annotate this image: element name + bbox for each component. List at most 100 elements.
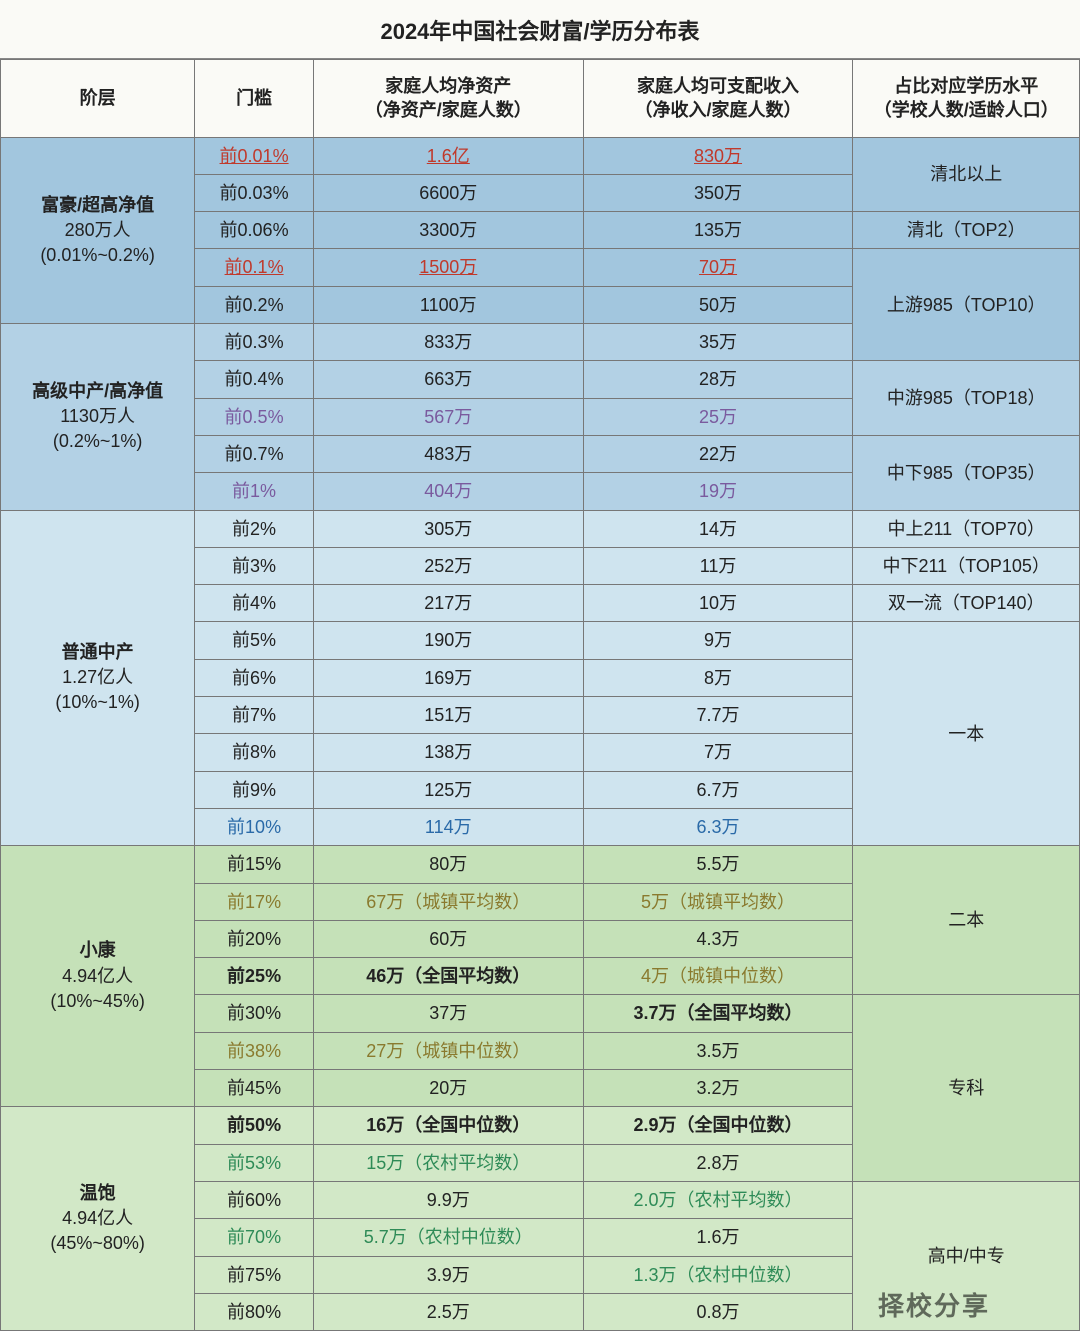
threshold-cell: 前75% — [195, 1256, 314, 1293]
assets-cell: 483万 — [313, 435, 583, 472]
income-cell: 35万 — [583, 324, 853, 361]
tier-cell: 普通中产1.27亿人(10%~1%) — [1, 510, 195, 846]
threshold-cell: 前53% — [195, 1144, 314, 1181]
income-cell: 1.3万（农村中位数） — [583, 1256, 853, 1293]
assets-cell: 404万 — [313, 473, 583, 510]
col-tier: 阶层 — [1, 60, 195, 138]
tier-cell: 温饱4.94亿人(45%~80%) — [1, 1107, 195, 1331]
income-cell: 5.5万 — [583, 846, 853, 883]
assets-cell: 833万 — [313, 324, 583, 361]
income-cell: 70万 — [583, 249, 853, 286]
threshold-cell: 前45% — [195, 1070, 314, 1107]
income-cell: 4.3万 — [583, 920, 853, 957]
col-assets: 家庭人均净资产 （净资产/家庭人数） — [313, 60, 583, 138]
assets-cell: 151万 — [313, 697, 583, 734]
assets-cell: 67万（城镇平均数） — [313, 883, 583, 920]
income-cell: 6.3万 — [583, 808, 853, 845]
threshold-cell: 前0.06% — [195, 212, 314, 249]
threshold-cell: 前15% — [195, 846, 314, 883]
tier-cell: 富豪/超高净值280万人(0.01%~0.2%) — [1, 137, 195, 323]
assets-cell: 663万 — [313, 361, 583, 398]
edu-cell: 一本 — [853, 622, 1080, 846]
assets-cell: 60万 — [313, 920, 583, 957]
threshold-cell: 前70% — [195, 1219, 314, 1256]
threshold-cell: 前0.1% — [195, 249, 314, 286]
assets-cell: 27万（城镇中位数） — [313, 1032, 583, 1069]
threshold-cell: 前6% — [195, 659, 314, 696]
assets-cell: 9.9万 — [313, 1181, 583, 1218]
table-body: 富豪/超高净值280万人(0.01%~0.2%)前0.01%1.6亿830万清北… — [1, 137, 1080, 1331]
income-cell: 28万 — [583, 361, 853, 398]
tier-name: 温饱 — [5, 1181, 190, 1206]
assets-cell: 80万 — [313, 846, 583, 883]
threshold-cell: 前8% — [195, 734, 314, 771]
tier-pop: 1.27亿人 — [5, 665, 190, 690]
threshold-cell: 前80% — [195, 1293, 314, 1330]
tier-pop: 4.94亿人 — [5, 1206, 190, 1231]
assets-cell: 46万（全国平均数） — [313, 958, 583, 995]
threshold-cell: 前1% — [195, 473, 314, 510]
col-income: 家庭人均可支配收入 （净收入/家庭人数） — [583, 60, 853, 138]
threshold-cell: 前0.3% — [195, 324, 314, 361]
edu-cell: 中下211（TOP105） — [853, 547, 1080, 584]
assets-cell: 217万 — [313, 585, 583, 622]
edu-cell: 专科 — [853, 995, 1080, 1181]
threshold-cell: 前2% — [195, 510, 314, 547]
income-cell: 22万 — [583, 435, 853, 472]
income-cell: 4万（城镇中位数） — [583, 958, 853, 995]
assets-cell: 15万（农村平均数） — [313, 1144, 583, 1181]
edu-cell: 中上211（TOP70） — [853, 510, 1080, 547]
threshold-cell: 前0.01% — [195, 137, 314, 174]
income-cell: 0.8万 — [583, 1293, 853, 1330]
assets-cell: 2.5万 — [313, 1293, 583, 1330]
table-row: 小康4.94亿人(10%~45%)前15%80万5.5万二本 — [1, 846, 1080, 883]
assets-cell: 169万 — [313, 659, 583, 696]
threshold-cell: 前0.2% — [195, 286, 314, 323]
edu-cell: 中游985（TOP18） — [853, 361, 1080, 436]
income-cell: 2.8万 — [583, 1144, 853, 1181]
threshold-cell: 前0.4% — [195, 361, 314, 398]
income-cell: 3.5万 — [583, 1032, 853, 1069]
header-row: 阶层 门槛 家庭人均净资产 （净资产/家庭人数） 家庭人均可支配收入 （净收入/… — [1, 60, 1080, 138]
assets-cell: 16万（全国中位数） — [313, 1107, 583, 1144]
assets-cell: 305万 — [313, 510, 583, 547]
assets-cell: 6600万 — [313, 174, 583, 211]
threshold-cell: 前10% — [195, 808, 314, 845]
income-cell: 6.7万 — [583, 771, 853, 808]
income-cell: 3.2万 — [583, 1070, 853, 1107]
threshold-cell: 前9% — [195, 771, 314, 808]
table-row: 富豪/超高净值280万人(0.01%~0.2%)前0.01%1.6亿830万清北… — [1, 137, 1080, 174]
threshold-cell: 前20% — [195, 920, 314, 957]
assets-cell: 114万 — [313, 808, 583, 845]
income-cell: 19万 — [583, 473, 853, 510]
income-cell: 10万 — [583, 585, 853, 622]
income-cell: 5万（城镇平均数） — [583, 883, 853, 920]
tier-pct: (0.01%~0.2%) — [5, 243, 190, 268]
threshold-cell: 前7% — [195, 697, 314, 734]
tier-cell: 高级中产/高净值1130万人(0.2%~1%) — [1, 324, 195, 510]
income-cell: 7万 — [583, 734, 853, 771]
edu-cell: 清北以上 — [853, 137, 1080, 212]
threshold-cell: 前4% — [195, 585, 314, 622]
income-cell: 350万 — [583, 174, 853, 211]
income-cell: 2.9万（全国中位数） — [583, 1107, 853, 1144]
page-title: 2024年中国社会财富/学历分布表 — [0, 0, 1080, 59]
threshold-cell: 前0.7% — [195, 435, 314, 472]
edu-cell: 高中/中专 — [853, 1181, 1080, 1330]
assets-cell: 1.6亿 — [313, 137, 583, 174]
income-cell: 8万 — [583, 659, 853, 696]
threshold-cell: 前60% — [195, 1181, 314, 1218]
threshold-cell: 前50% — [195, 1107, 314, 1144]
assets-cell: 5.7万（农村中位数） — [313, 1219, 583, 1256]
table-container: 2024年中国社会财富/学历分布表 阶层 门槛 家庭人均净资产 （净资产/家庭人… — [0, 0, 1080, 1331]
table-row: 普通中产1.27亿人(10%~1%)前2%305万14万中上211（TOP70） — [1, 510, 1080, 547]
tier-name: 高级中产/高净值 — [5, 379, 190, 404]
threshold-cell: 前38% — [195, 1032, 314, 1069]
income-cell: 11万 — [583, 547, 853, 584]
edu-cell: 二本 — [853, 846, 1080, 995]
edu-cell: 双一流（TOP140） — [853, 585, 1080, 622]
tier-name: 富豪/超高净值 — [5, 193, 190, 218]
wealth-edu-table: 阶层 门槛 家庭人均净资产 （净资产/家庭人数） 家庭人均可支配收入 （净收入/… — [0, 59, 1080, 1331]
assets-cell: 252万 — [313, 547, 583, 584]
tier-cell: 小康4.94亿人(10%~45%) — [1, 846, 195, 1107]
